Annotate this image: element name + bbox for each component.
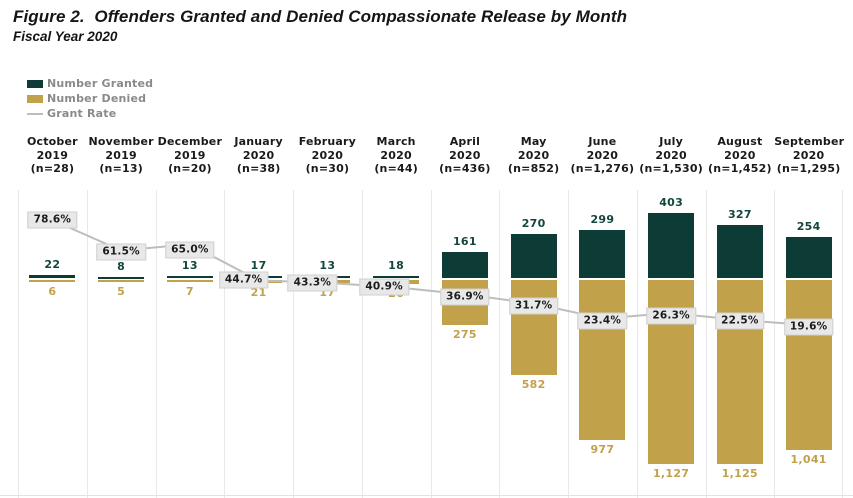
denied-value-label: 977 (590, 442, 615, 456)
legend-label-denied: Number Denied (47, 92, 147, 105)
column-gridline (293, 190, 294, 498)
denied-value-label: 1,125 (721, 466, 759, 480)
legend: Number Granted Number Denied Grant Rate (27, 76, 153, 121)
grant-rate-label: 23.4% (577, 312, 628, 330)
rate-line-icon (27, 112, 43, 115)
granted-bar (579, 229, 626, 279)
month-header: May 2020 (n=852) (507, 135, 560, 175)
denied-value-label: 5 (117, 284, 126, 298)
month-header: April 2020 (n=436) (439, 135, 491, 175)
column-gridline (361, 190, 363, 498)
granted-bar (510, 234, 557, 279)
granted-value-label: 299 (590, 212, 615, 226)
legend-label-rate: Grant Rate (47, 107, 117, 120)
column-gridline (568, 190, 569, 498)
granted-bar (785, 236, 832, 279)
column-gridline (705, 190, 707, 498)
granted-bar (98, 276, 145, 279)
grant-rate-label: 22.5% (715, 312, 765, 330)
chart-bottom-line (0, 495, 853, 496)
denied-value-label: 1,127 (652, 467, 690, 481)
denied-bar (510, 280, 557, 376)
column-gridline (155, 190, 157, 498)
grant-rate-label: 65.0% (165, 241, 215, 259)
column-gridline (18, 190, 19, 498)
month-header: January 2020 (n=38) (234, 135, 283, 175)
denied-bar (579, 280, 626, 440)
month-header: July 2020 (n=1,530) (639, 135, 703, 175)
grant-rate-label: 61.5% (96, 243, 146, 261)
month-header: October 2019 (n=28) (26, 135, 78, 175)
granted-bar (441, 252, 488, 279)
granted-bar (648, 212, 695, 279)
legend-label-granted: Number Granted (47, 77, 154, 90)
chart-subtitle: Fiscal Year 2020 (13, 29, 118, 44)
denied-bar (29, 280, 76, 282)
denied-value-label: 21 (250, 286, 267, 300)
chart-title: Figure 2. Offenders Granted and Denied C… (13, 7, 628, 26)
legend-item-denied: Number Denied (27, 91, 153, 106)
plot-area: 2268513717211317182616127527058229997740… (18, 190, 843, 498)
grant-rate-label: 36.9% (440, 288, 490, 306)
month-header: February 2020 (n=30) (298, 135, 357, 175)
granted-bar (373, 275, 420, 279)
month-header: June 2020 (n=1,276) (570, 135, 635, 175)
granted-value-label: 18 (388, 258, 405, 272)
month-header-row: October 2019 (n=28) November 2019 (n=13) Decem… (18, 135, 845, 176)
column-gridline (774, 190, 776, 498)
granted-value-label: 270 (521, 217, 546, 231)
grant-rate-label: 31.7% (508, 297, 559, 315)
grant-rate-label: 26.3% (646, 307, 696, 325)
denied-bar (785, 280, 832, 451)
column-gridline (430, 190, 432, 498)
granted-bar (29, 274, 76, 279)
denied-bar (166, 280, 213, 282)
granted-value-label: 403 (659, 195, 684, 209)
month-header: September 2020 (n=1,295) (774, 135, 845, 175)
granted-bar (716, 225, 763, 279)
column-gridline (499, 190, 501, 498)
granted-value-label: 327 (727, 208, 752, 222)
legend-item-rate: Grant Rate (27, 106, 153, 121)
denied-value-label: 1,041 (790, 453, 827, 467)
denied-swatch-icon (27, 94, 43, 103)
denied-value-label: 275 (452, 327, 477, 341)
granted-value-label: 22 (44, 257, 61, 271)
denied-value-label: 6 (48, 284, 57, 298)
legend-item-granted: Number Granted (27, 76, 153, 91)
granted-swatch-icon (27, 79, 43, 88)
grant-rate-label: 19.6% (783, 318, 834, 336)
grant-rate-label: 44.7% (218, 271, 269, 289)
granted-value-label: 17 (250, 258, 267, 272)
granted-value-label: 13 (181, 259, 198, 273)
granted-value-label: 254 (796, 219, 821, 233)
month-header: August 2020 (n=1,452) (708, 135, 772, 175)
month-header: November 2019 (n=13) (88, 135, 154, 175)
column-gridline (224, 190, 226, 498)
grant-rate-label: 40.9% (359, 278, 409, 296)
granted-value-label: 8 (117, 259, 126, 273)
column-gridline (86, 190, 88, 498)
grant-rate-label: 78.6% (27, 211, 78, 229)
granted-bar (166, 276, 213, 279)
denied-bar (98, 280, 145, 282)
denied-bar (716, 280, 763, 464)
granted-value-label: 161 (452, 235, 477, 249)
grant-rate-label: 43.3% (287, 274, 338, 292)
month-header: March 2020 (n=44) (374, 135, 418, 175)
granted-value-label: 13 (319, 259, 336, 273)
denied-value-label: 582 (521, 378, 546, 392)
denied-value-label: 7 (185, 284, 194, 298)
column-gridline (636, 190, 638, 498)
month-header: December 2019 (n=20) (157, 135, 223, 175)
